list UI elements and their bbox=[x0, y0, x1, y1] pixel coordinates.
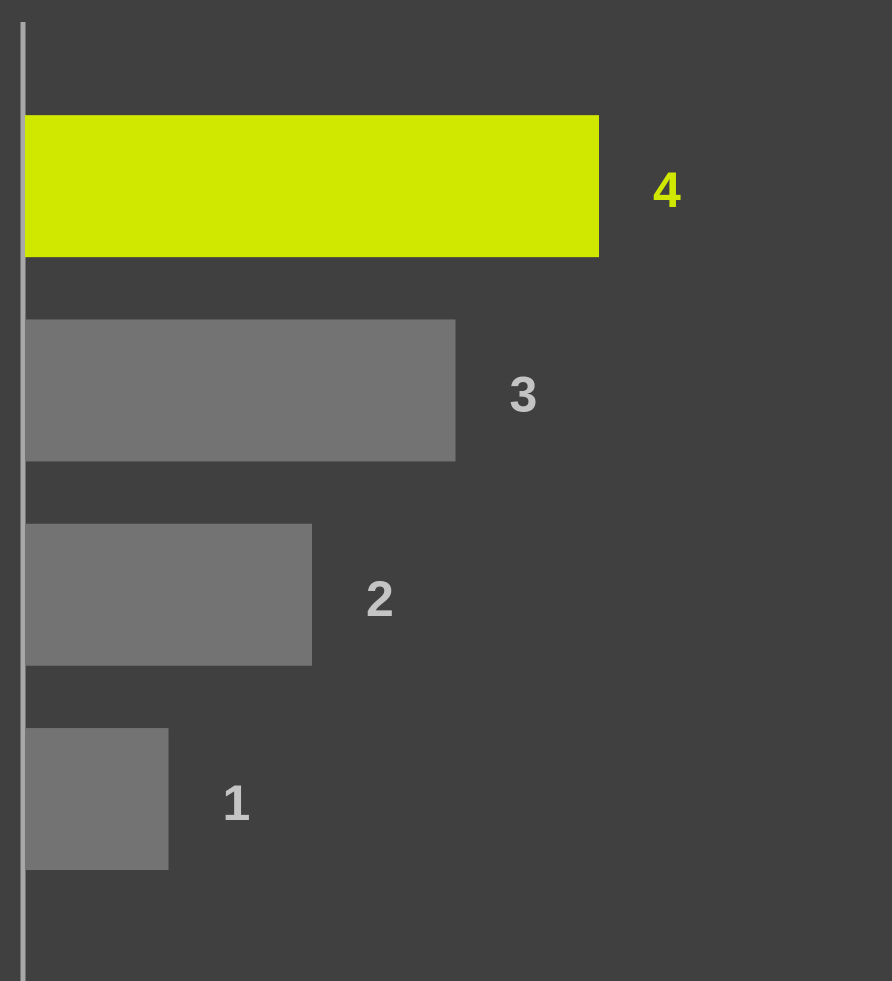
value-label: 3 bbox=[510, 366, 538, 422]
value-label: 2 bbox=[366, 571, 394, 627]
bar bbox=[25, 728, 169, 871]
value-label: 1 bbox=[223, 775, 251, 831]
bar bbox=[25, 319, 456, 462]
value-label: 4 bbox=[653, 162, 681, 218]
bar bbox=[25, 115, 599, 258]
bar bbox=[25, 523, 312, 666]
